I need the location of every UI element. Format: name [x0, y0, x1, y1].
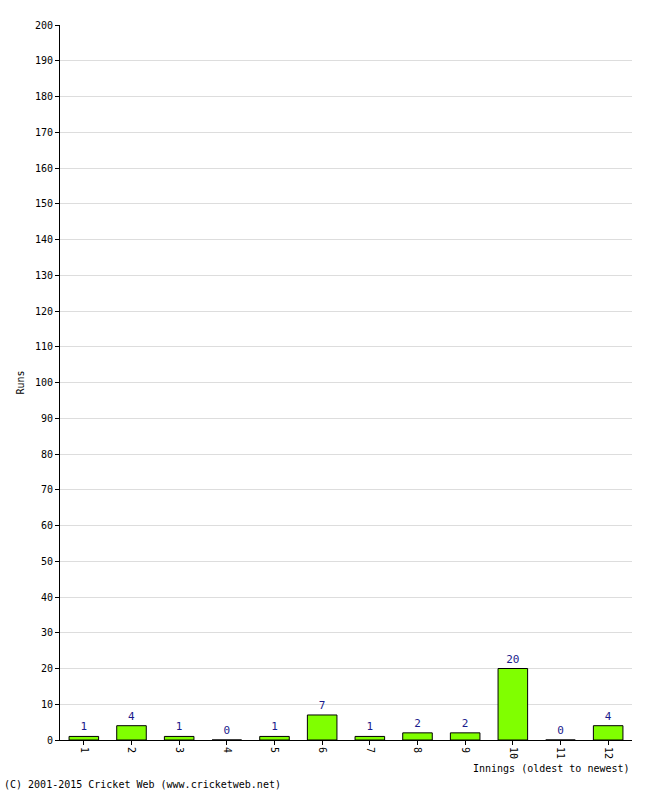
svg-text:60: 60 — [41, 520, 53, 531]
svg-text:180: 180 — [35, 91, 53, 102]
svg-text:10: 10 — [41, 699, 53, 710]
svg-text:50: 50 — [41, 556, 53, 567]
svg-text:160: 160 — [35, 163, 53, 174]
svg-text:4: 4 — [222, 747, 233, 753]
svg-text:3: 3 — [174, 747, 185, 753]
svg-text:130: 130 — [35, 270, 53, 281]
svg-text:2: 2 — [126, 747, 137, 753]
svg-text:20: 20 — [506, 653, 519, 666]
svg-text:1: 1 — [176, 720, 183, 733]
svg-text:4: 4 — [128, 710, 135, 723]
svg-text:5: 5 — [269, 747, 280, 753]
svg-text:1: 1 — [271, 720, 278, 733]
svg-text:100: 100 — [35, 377, 53, 388]
svg-text:7: 7 — [365, 747, 376, 753]
svg-text:1: 1 — [367, 720, 374, 733]
svg-text:11: 11 — [555, 747, 566, 759]
svg-text:4: 4 — [605, 710, 612, 723]
svg-text:30: 30 — [41, 627, 53, 638]
svg-text:70: 70 — [41, 484, 53, 495]
svg-text:2: 2 — [414, 717, 421, 730]
svg-text:1: 1 — [81, 720, 88, 733]
svg-text:8: 8 — [412, 747, 423, 753]
svg-text:170: 170 — [35, 127, 53, 138]
svg-text:0: 0 — [47, 735, 53, 746]
svg-text:0: 0 — [224, 724, 231, 737]
svg-text:1: 1 — [79, 747, 90, 753]
svg-text:7: 7 — [319, 699, 326, 712]
svg-text:120: 120 — [35, 306, 53, 317]
svg-text:Runs: Runs — [15, 370, 26, 394]
svg-text:0: 0 — [557, 724, 564, 737]
svg-text:9: 9 — [460, 747, 471, 753]
svg-text:80: 80 — [41, 449, 53, 460]
svg-text:2: 2 — [462, 717, 469, 730]
svg-text:150: 150 — [35, 198, 53, 209]
svg-text:Innings (oldest to newest): Innings (oldest to newest) — [473, 763, 630, 774]
svg-text:10: 10 — [508, 747, 519, 759]
svg-text:20: 20 — [41, 663, 53, 674]
svg-text:12: 12 — [603, 747, 614, 759]
svg-text:6: 6 — [317, 747, 328, 753]
svg-text:(C) 2001-2015 Cricket Web (www: (C) 2001-2015 Cricket Web (www.cricketwe… — [4, 779, 281, 790]
svg-text:140: 140 — [35, 234, 53, 245]
svg-text:200: 200 — [35, 20, 53, 31]
svg-text:110: 110 — [35, 341, 53, 352]
svg-text:90: 90 — [41, 413, 53, 424]
svg-text:40: 40 — [41, 592, 53, 603]
svg-text:190: 190 — [35, 55, 53, 66]
